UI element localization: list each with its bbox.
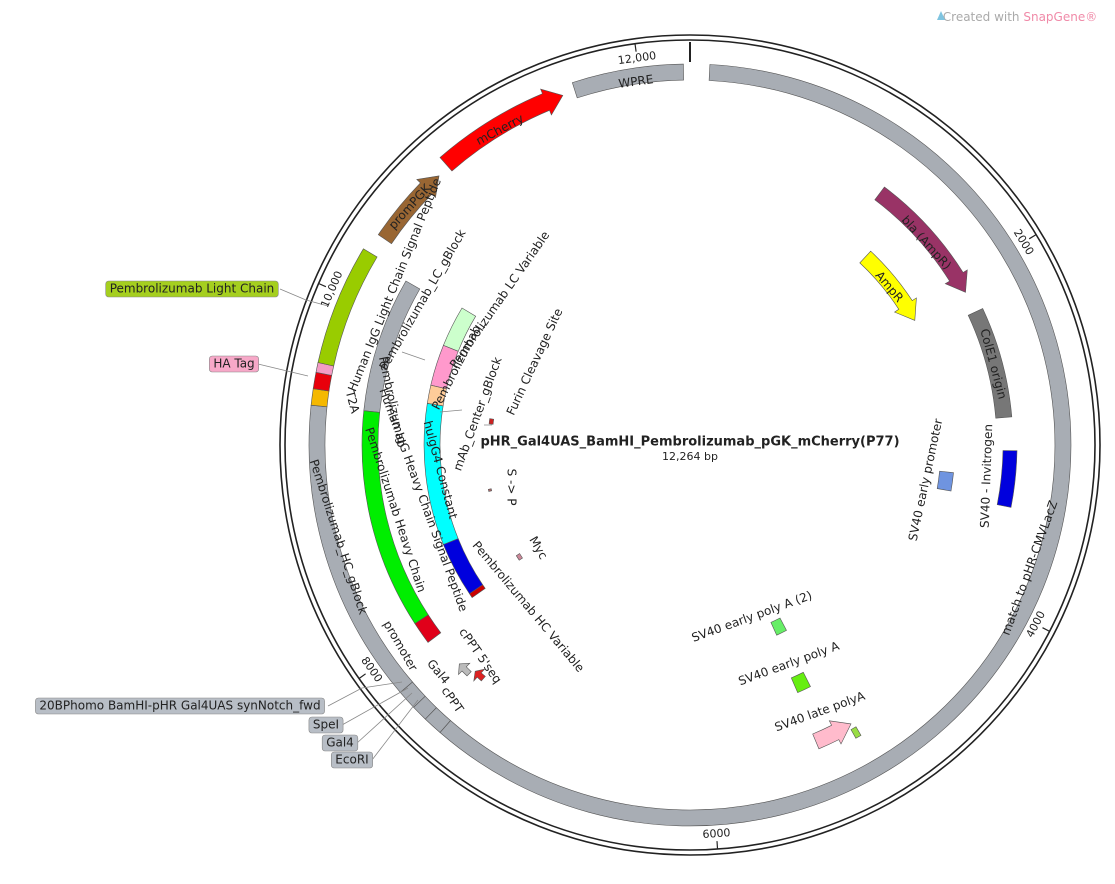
feature-label: T2A — [342, 388, 362, 416]
callout-box — [321, 734, 359, 752]
wpre — [571, 63, 684, 99]
light-chain — [317, 248, 378, 367]
feature-label: ColE1 origin — [977, 327, 1009, 400]
feature-label: WPRE — [618, 72, 655, 91]
callout-box — [209, 355, 259, 373]
hc-variable — [443, 538, 484, 595]
leader — [401, 351, 492, 426]
heavy-chain — [361, 410, 429, 625]
bla — [874, 186, 968, 293]
feature-label: S -> P — [505, 469, 519, 506]
feature-label: cPPT — [439, 684, 467, 716]
hc-variable-end — [469, 584, 486, 599]
lc-variable — [443, 307, 477, 352]
tick-mark — [1028, 234, 1037, 240]
hulgg4-constant — [423, 403, 459, 545]
sv40-early-promoter — [936, 470, 954, 492]
leader — [356, 692, 413, 744]
leader — [341, 687, 409, 726]
logo — [937, 11, 945, 20]
feature-label: SV40 - Invitrogen — [978, 424, 996, 528]
watermark-prefix: Created with — [943, 10, 1020, 24]
prompgk — [377, 175, 440, 245]
callout-label: Gal4 — [326, 736, 354, 750]
tick-mark — [716, 841, 719, 850]
cppt-5seq — [458, 662, 472, 677]
leader — [279, 288, 329, 307]
tick-mark — [634, 43, 637, 52]
lc-gblock — [363, 280, 421, 413]
leader — [257, 363, 309, 377]
tick-label: 6000 — [702, 826, 731, 841]
sv40-early-polya — [790, 671, 811, 693]
leader — [327, 681, 403, 707]
tick-label: 12,000 — [617, 49, 657, 67]
callout-box — [35, 697, 325, 715]
callout-box — [308, 716, 344, 734]
feature-label: SV40 early poly A — [737, 639, 842, 689]
tick-mark — [1042, 627, 1050, 632]
center-gblock — [430, 345, 459, 390]
tick-mark — [318, 282, 327, 288]
callout-label: EcoRI — [335, 753, 368, 767]
map-title: pHR_Gal4UAS_BamHI_Pembrolizumab_pGK_mChe… — [480, 435, 899, 450]
myc — [515, 553, 523, 561]
sv40-invitrogen — [996, 450, 1018, 508]
mcherry — [439, 88, 564, 172]
callout-label: HA Tag — [213, 357, 254, 371]
watermark: Created with SnapGene® — [943, 10, 1097, 24]
callout-label: 20BPhomo BamHI-pHR Gal4UAS synNotch_fwd — [39, 699, 320, 713]
t2a — [310, 388, 330, 408]
feature-label: Myc — [526, 534, 550, 562]
cppt — [473, 668, 486, 682]
feature-label: bla (AmpR) — [899, 213, 954, 272]
watermark-brand: SnapGene® — [1023, 10, 1097, 24]
feature-label: SV40 late polyA — [773, 688, 868, 734]
backbone-inner — [284, 39, 1096, 851]
cole1-origin — [967, 308, 1013, 419]
callout-box — [105, 280, 279, 298]
leader — [371, 699, 419, 761]
furin-site — [488, 418, 495, 425]
backbone-outer — [279, 34, 1101, 856]
callout-label: SpeI — [313, 718, 339, 732]
callout-label: Pembrolizumab Light Chain — [110, 282, 275, 296]
hc-signal-peptide — [414, 614, 442, 643]
callout-box — [330, 751, 374, 769]
sv40-early-polya-2 — [770, 617, 787, 636]
ampr — [859, 250, 917, 321]
map-length: 12,264 bp — [662, 450, 718, 463]
s-p-site — [487, 488, 493, 492]
sv40-late-polya-tip — [850, 726, 862, 739]
tick-mark — [358, 673, 366, 679]
feature-label: SV40 early poly A (2) — [690, 588, 814, 645]
feature-label: Furin Cleavage Site — [504, 306, 566, 417]
features — [308, 63, 1072, 827]
sv40-late-polya — [812, 720, 852, 750]
mab-center — [426, 384, 447, 407]
feature-label: Gal4 — [424, 657, 452, 687]
leaders — [257, 288, 492, 761]
